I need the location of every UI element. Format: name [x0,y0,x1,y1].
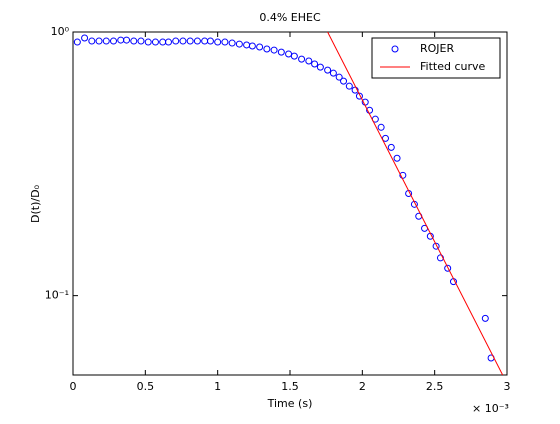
data-point [102,37,110,45]
data-point [263,45,271,53]
data-point [329,69,337,77]
data-point [355,92,363,100]
data-point [151,38,159,46]
data-point [393,154,401,162]
x-tick-label: 0.5 [137,380,155,393]
data-point [432,242,440,250]
data-point [340,77,348,85]
x-tick-label: 1.5 [281,380,299,393]
legend-box [371,37,501,79]
data-point [144,38,152,46]
data-point [110,37,118,45]
y-tick-label: 10⁰ [51,25,70,38]
data-point [73,38,81,46]
data-point [248,42,256,50]
data-point [214,38,222,46]
data-point [193,37,201,45]
data-point [290,52,298,60]
data-point [345,82,353,90]
data-point [351,86,359,94]
data-point [298,55,306,63]
x-tick-label: 2.5 [426,380,444,393]
legend-label: ROJER [420,42,454,55]
data-point [172,37,180,45]
legend-marker [391,45,399,53]
data-point [130,37,138,45]
legend-label: Fitted curve [420,60,486,73]
data-point [88,37,96,45]
data-point [277,48,285,56]
data-point [221,38,229,46]
data-point [123,36,131,44]
data-point [179,37,187,45]
y-axis-label: D(t)/D₀ [29,184,42,223]
data-point [387,143,395,151]
data-point [324,66,332,74]
x-axis-label: Time (s) [267,397,313,410]
data-point [164,38,172,46]
x-tick-label: 1 [214,380,221,393]
data-point [235,40,243,48]
y-tick-label: 10⁻¹ [45,289,69,302]
fitted-line [327,32,504,375]
x-tick-label: 0 [70,380,77,393]
data-point [444,264,452,272]
data-point [206,37,214,45]
plot-area [72,31,508,376]
data-point [481,314,489,322]
data-point [335,73,343,81]
data-point [316,63,324,71]
x-tick-label: 2 [359,380,366,393]
data-point [95,37,103,45]
data-point [81,34,89,42]
data-point [270,46,278,54]
data-point [311,60,319,68]
data-point [137,37,145,45]
data-point [256,43,264,51]
data-point [186,37,194,45]
x-tick-label: 3 [504,380,511,393]
chart-title: 0.4% EHEC [259,11,321,24]
data-point [228,39,236,47]
data-point [381,134,389,142]
data-point [305,57,313,65]
data-point [377,123,385,131]
x-multiplier: × 10⁻³ [472,402,509,415]
